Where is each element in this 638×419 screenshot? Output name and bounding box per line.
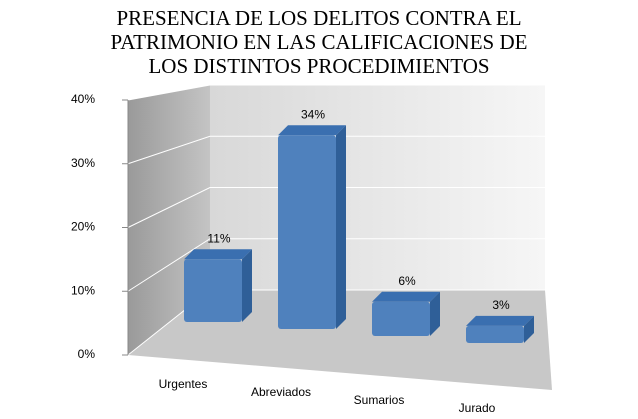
y-tick-label: 40% — [71, 92, 95, 106]
x-tick-label: Sumarios — [354, 393, 405, 407]
y-tick-label: 0% — [78, 347, 96, 361]
x-tick-label: Urgentes — [159, 377, 208, 391]
bar-side — [242, 249, 252, 322]
y-tick-label: 10% — [71, 283, 95, 297]
value-label: 34% — [301, 107, 325, 121]
bar-side — [430, 291, 440, 336]
grid-line — [127, 238, 545, 292]
bar-top — [278, 125, 346, 136]
bar-side — [524, 315, 534, 343]
grid-line — [127, 187, 545, 228]
bar-top — [372, 291, 440, 302]
chart-title: PRESENCIA DE LOS DELITOS CONTRA EL PATRI… — [110, 6, 528, 78]
bar — [466, 325, 524, 343]
grid-line — [127, 135, 545, 165]
bar — [278, 135, 336, 329]
bar-top — [184, 249, 252, 260]
y-tick-label: 30% — [71, 156, 95, 170]
value-label: 6% — [398, 274, 416, 288]
bar-top — [466, 315, 534, 326]
value-label: 3% — [492, 298, 510, 312]
bar — [184, 259, 242, 322]
grid-line — [127, 84, 545, 101]
y-tick-label: 20% — [71, 220, 95, 234]
value-label: 11% — [207, 231, 230, 245]
bar — [372, 301, 430, 336]
bar-side — [336, 125, 346, 329]
x-tick-label: Abreviados — [251, 385, 311, 399]
x-tick-label: Jurado — [459, 401, 496, 415]
